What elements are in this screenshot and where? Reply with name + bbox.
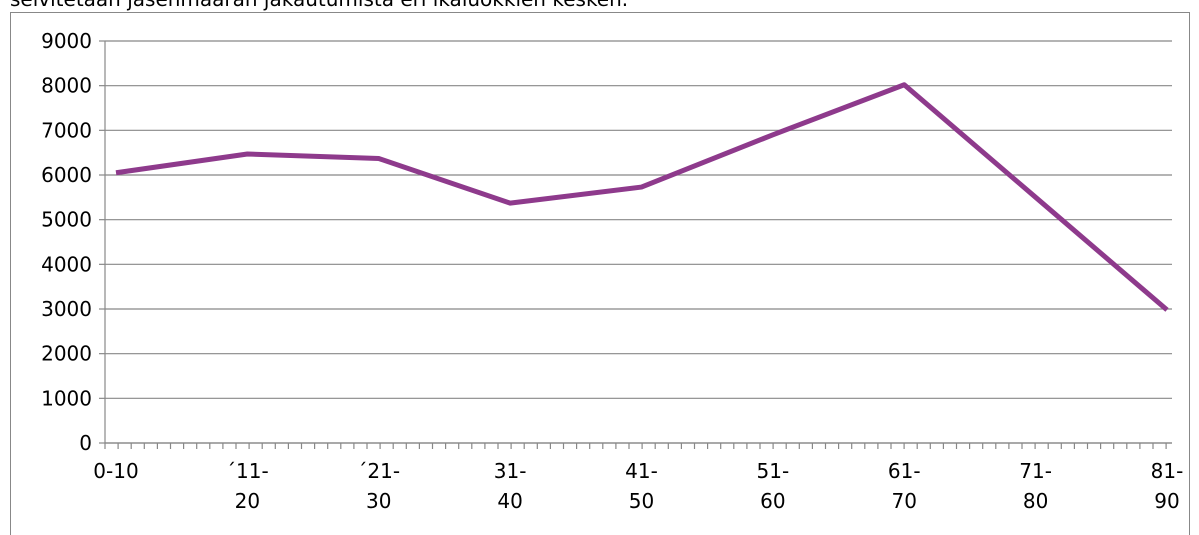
x-tick-label: 31-40 (494, 459, 527, 513)
y-tick-label: 5000 (41, 208, 92, 232)
chart: 0 1000 2000 3000 4000 5000 6000 7000 8000 9000 0-1… (41, 29, 1183, 513)
chart-frame (10, 12, 1190, 535)
x-tick-label: 51-60 (757, 459, 790, 513)
y-tick-label: 1000 (41, 386, 92, 410)
y-tick-label: 6000 (41, 163, 92, 187)
y-tick-label: 9000 (41, 29, 92, 53)
y-tick-label: 3000 (41, 297, 92, 321)
y-tick-label: 4000 (41, 252, 92, 276)
caption: selvitetään jäsenmäärän jakautumista eri… (10, 0, 628, 11)
y-tick-label: 0 (79, 431, 92, 455)
x-tick-label: 71-80 (1019, 459, 1052, 513)
x-tick-label: 41-50 (625, 459, 658, 513)
x-tick-label: 0-10 (93, 459, 138, 483)
data-line (115, 82, 1169, 312)
y-tick-label: 7000 (41, 118, 92, 142)
y-tick-label: 2000 (41, 342, 92, 366)
x-tick-label: ´11-20 (226, 459, 269, 513)
x-tick-label: 61-70 (888, 459, 921, 513)
y-tick-label: 8000 (41, 74, 92, 98)
x-tick-label: 81-90 (1151, 459, 1184, 513)
x-tick-label: ´21-30 (357, 459, 400, 513)
